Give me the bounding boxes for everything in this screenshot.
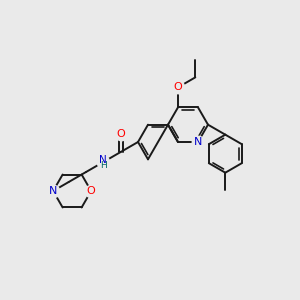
Text: N: N — [194, 137, 202, 147]
Text: N: N — [49, 186, 57, 196]
Text: H: H — [100, 161, 107, 170]
Text: O: O — [116, 129, 125, 139]
Text: N: N — [100, 155, 107, 165]
Text: O: O — [174, 82, 182, 92]
Text: O: O — [87, 186, 95, 196]
